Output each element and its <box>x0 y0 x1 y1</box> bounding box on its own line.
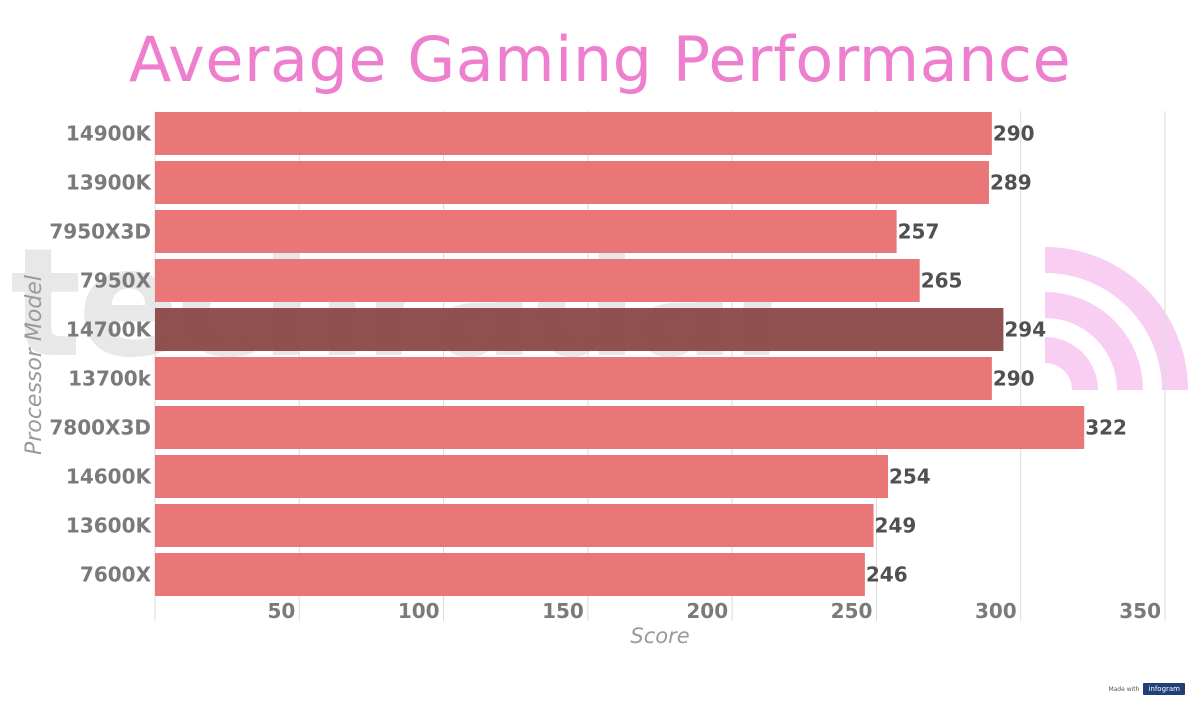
value-label: 257 <box>898 220 940 244</box>
category-label: 14900K <box>66 122 153 146</box>
category-label: 7950X <box>80 269 152 293</box>
bar-13900K[interactable] <box>155 161 989 204</box>
bar-7800X3D[interactable] <box>155 406 1085 449</box>
category-label: 7600X <box>80 563 152 587</box>
x-tick-label: 350 <box>1119 599 1161 623</box>
value-label: 265 <box>921 269 963 293</box>
category-label: 13900K <box>66 171 153 195</box>
category-label: 13600K <box>66 514 153 538</box>
bar-13700k[interactable] <box>155 357 992 400</box>
category-label: 14600K <box>66 465 153 489</box>
bar-14600K[interactable] <box>155 455 888 498</box>
category-label: 7800X3D <box>49 416 151 440</box>
x-axis-label: Score <box>630 624 689 648</box>
value-label: 294 <box>1004 318 1046 342</box>
bar-7950X3D[interactable] <box>155 210 897 253</box>
value-label: 290 <box>993 367 1035 391</box>
category-label: 13700k <box>68 367 152 391</box>
x-tick-label: 100 <box>398 599 440 623</box>
infogram-logo: infogram <box>1143 683 1185 695</box>
bar-14700K[interactable] <box>155 308 1004 351</box>
value-label: 289 <box>990 171 1032 195</box>
value-label: 254 <box>889 465 931 489</box>
category-label: 14700K <box>66 318 153 342</box>
bar-14900K[interactable] <box>155 112 992 155</box>
made-with-text: Made with <box>1108 685 1140 693</box>
value-label: 246 <box>866 563 908 587</box>
bar-7950X[interactable] <box>155 259 920 302</box>
value-label: 290 <box>993 122 1035 146</box>
x-tick-label: 150 <box>542 599 584 623</box>
chart-title: Average Gaming Performance <box>128 23 1072 96</box>
category-label: 7950X3D <box>49 220 151 244</box>
bar-13600K[interactable] <box>155 504 874 547</box>
x-tick-label: 50 <box>267 599 295 623</box>
value-label: 322 <box>1085 416 1127 440</box>
signal-icon <box>1044 247 1188 391</box>
x-tick-label: 300 <box>975 599 1017 623</box>
value-label: 249 <box>875 514 917 538</box>
x-tick-label: 200 <box>686 599 728 623</box>
y-axis-label: Processor Model <box>22 275 47 455</box>
bars <box>155 112 1085 596</box>
labels: 50 100 150 200 250 300 350 14900K 290 13900K 289 79… <box>49 122 1161 624</box>
x-tick-label: 250 <box>831 599 873 623</box>
bar-7600X[interactable] <box>155 553 865 596</box>
made-with-infogram-badge[interactable]: Made with infogram <box>1108 683 1185 695</box>
